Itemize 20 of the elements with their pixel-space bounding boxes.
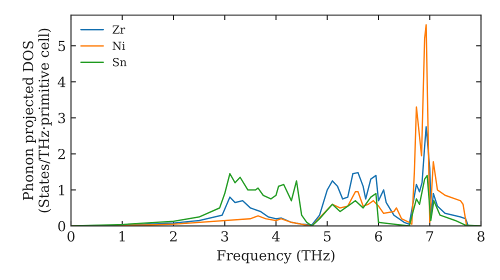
legend-label: Sn [113,58,127,66]
legend-label: Zr [112,25,126,34]
x-axis-title: Frequency (THz) [217,250,334,264]
x-tick-label: 1 [120,231,125,242]
x-tick-label: 6 [375,231,382,242]
y-tick-label: 0 [58,220,66,232]
x-tick-label: 2 [170,231,177,242]
x-tick-label: 5 [324,231,331,242]
y-tick-label: 3 [58,112,66,124]
y-axis-title: Phonon projected DOS (States/THz·primitive cell) [22,28,52,212]
y-tick-label: 5 [58,40,66,52]
x-tick-label: 0 [67,231,74,242]
x-tick-label: 8 [478,231,484,242]
y-tick-label: 2 [58,148,65,160]
x-tick-label: 7 [426,231,434,242]
x-tick-label: 4 [272,231,280,242]
x-tick-label: 3 [221,231,228,242]
legend-label: Ni [112,42,126,50]
y-tick-label: 1 [58,184,64,196]
y-tick-label: 4 [58,76,66,88]
